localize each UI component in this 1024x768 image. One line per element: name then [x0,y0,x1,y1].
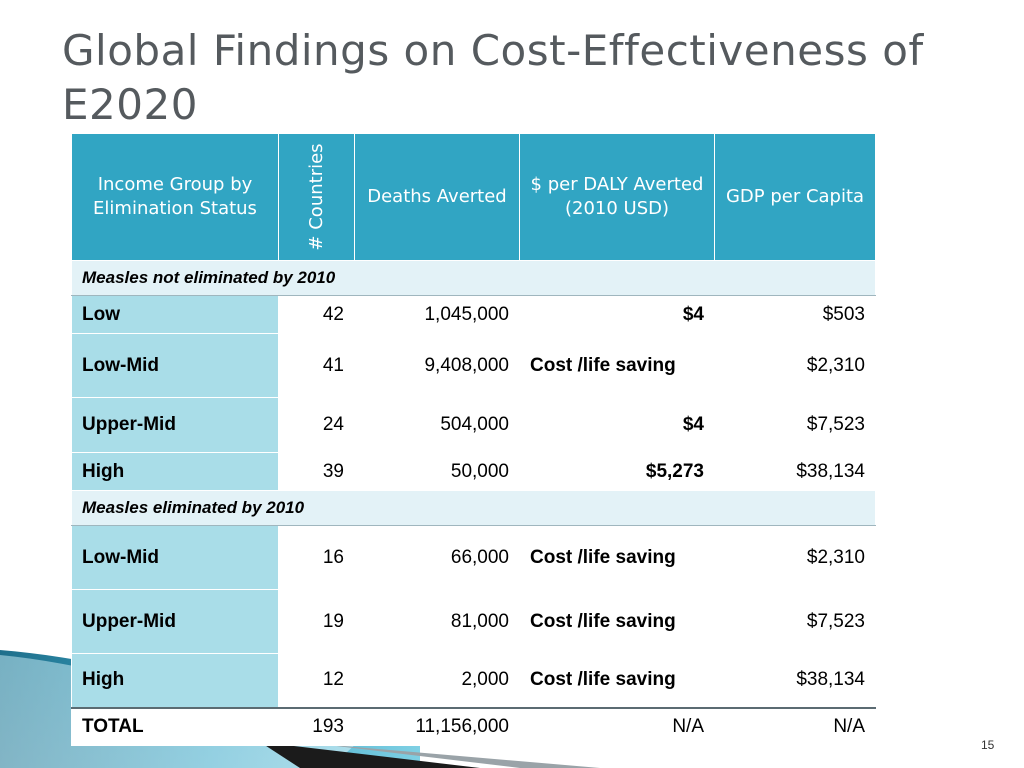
countries-cell: 41 [278,333,355,398]
countries-cell: 19 [278,589,355,654]
deaths-cell: 50,000 [354,452,520,491]
cost-cell: Cost /life saving [519,653,715,708]
countries-cell: 42 [278,295,355,334]
gdp-cell: $2,310 [714,333,876,398]
income-group-cell: Upper-Mid [71,397,279,453]
slide-title: Global Findings on Cost-Effectiveness of… [62,26,924,129]
deaths-cell: 66,000 [354,525,520,590]
gdp-cell: $38,134 [714,452,876,491]
wave-gray-stripe [320,744,600,768]
deaths-cell: 504,000 [354,397,520,453]
cost-cell: $4 [519,397,715,453]
total-deaths: 11,156,000 [354,706,520,746]
gdp-cell: $7,523 [714,589,876,654]
deaths-cell: 1,045,000 [354,295,520,334]
table-row: Upper-Mid 24 504,000 $4 $7,523 [71,397,876,453]
countries-cell: 16 [278,525,355,590]
header-gdp-per-capita: GDP per Capita [714,133,876,261]
table-row: Low-Mid 16 66,000 Cost /life saving $2,3… [71,525,876,590]
table-row: Low 42 1,045,000 $4 $503 [71,295,876,334]
section-row: Measles eliminated by 2010 [71,490,876,526]
table-row: High 12 2,000 Cost /life saving $38,134 [71,653,876,708]
page-number: 15 [981,738,995,752]
deaths-cell: 81,000 [354,589,520,654]
total-label: TOTAL [71,706,279,746]
section-row: Measles not eliminated by 2010 [71,260,876,296]
table-row: Low-Mid 41 9,408,000 Cost /life saving $… [71,333,876,398]
table-row: High 39 50,000 $5,273 $38,134 [71,452,876,491]
gdp-cell: $2,310 [714,525,876,590]
income-group-cell: Low-Mid [71,333,279,398]
section-title: Measles eliminated by 2010 [71,490,876,526]
header-deaths-averted: Deaths Averted [354,133,520,261]
cost-cell: Cost /life saving [519,589,715,654]
table-row: Upper-Mid 19 81,000 Cost /life saving $7… [71,589,876,654]
total-gdp: N/A [714,706,876,746]
gdp-cell: $7,523 [714,397,876,453]
total-cost: N/A [519,706,715,746]
section-title: Measles not eliminated by 2010 [71,260,876,296]
countries-cell: 24 [278,397,355,453]
countries-cell: 12 [278,653,355,708]
total-countries: 193 [278,706,355,746]
header-income-group: Income Group by Elimination Status [71,133,279,261]
cost-cell: $5,273 [519,452,715,491]
deaths-cell: 9,408,000 [354,333,520,398]
header-cost-per-daly: $ per DALY Averted (2010 USD) [519,133,715,261]
income-group-cell: High [71,653,279,708]
wave-dark-stripe [260,742,480,768]
income-group-cell: Low-Mid [71,525,279,590]
deaths-cell: 2,000 [354,653,520,708]
income-group-cell: Upper-Mid [71,589,279,654]
cost-cell: $4 [519,295,715,334]
cost-effectiveness-table: Income Group by Elimination Status # Cou… [71,133,876,746]
gdp-cell: $503 [714,295,876,334]
income-group-cell: High [71,452,279,491]
cost-cell: Cost /life saving [519,333,715,398]
table-header-row: Income Group by Elimination Status # Cou… [71,133,876,261]
cost-cell: Cost /life saving [519,525,715,590]
income-group-cell: Low [71,295,279,334]
total-row: TOTAL 193 11,156,000 N/A N/A [71,706,876,746]
gdp-cell: $38,134 [714,653,876,708]
header-countries: # Countries [278,133,355,261]
countries-cell: 39 [278,452,355,491]
